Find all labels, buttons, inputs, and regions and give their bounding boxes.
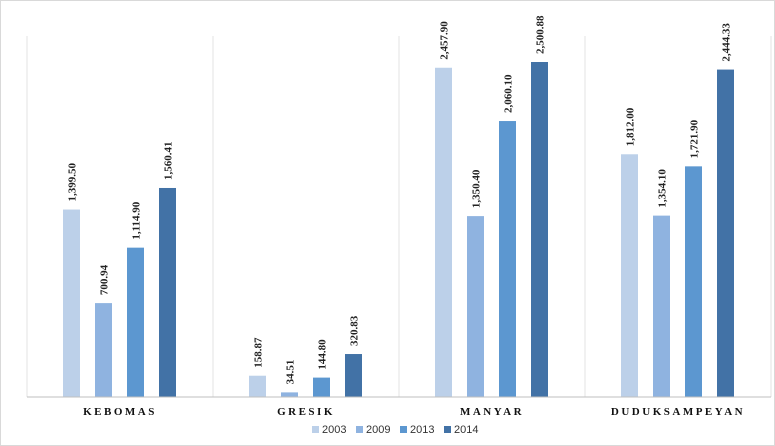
bar-duduksampeyan-2003 [621,154,638,397]
data-label: 700.94 [99,264,111,295]
bar-kebomas-2013 [127,247,144,397]
data-label: 320.83 [349,315,361,346]
category-label: GRESIK [277,406,335,418]
data-label: 2,444.33 [721,23,733,62]
data-label: 2,457.90 [439,21,451,60]
legend-label-2003: 2003 [322,424,346,436]
legend-swatch-2009 [356,426,363,433]
bar-manyar-2003 [435,67,452,397]
bar-kebomas-2003 [63,209,80,397]
data-label: 1,812.00 [625,107,637,146]
data-label: 158.87 [253,337,265,368]
category-label: DUDUKSAMPEYAN [611,406,745,418]
data-label: 1,560.41 [163,141,175,180]
legend-swatch-2014 [444,426,451,433]
bar-manyar-2009 [467,216,484,397]
data-label: 2,060.10 [503,74,515,113]
bar-manyar-2013 [499,121,516,398]
bar-kebomas-2014 [159,187,176,397]
data-label: 2,500.88 [535,15,547,54]
bar-duduksampeyan-2014 [717,69,734,397]
data-label: 1,114.90 [131,201,143,239]
bar-duduksampeyan-2009 [653,215,670,397]
category-label: KEBOMAS [83,406,157,418]
data-label: 34.51 [285,360,297,385]
legend-swatch-2003 [312,426,319,433]
bar-gresik-2014 [345,354,362,397]
legend-label-2013: 2013 [410,424,434,436]
bar-gresik-2013 [313,377,330,397]
bar-duduksampeyan-2013 [685,166,702,397]
bar-gresik-2003 [249,375,266,397]
data-label: 144.80 [317,339,329,370]
legend-swatch-2013 [400,426,407,433]
legend-label-2009: 2009 [366,424,390,436]
data-label: 1,350.40 [471,169,483,208]
bar-gresik-2009 [281,392,298,397]
bar-kebomas-2009 [95,303,112,397]
bar-manyar-2014 [531,62,548,397]
legend-label-2014: 2014 [454,424,478,436]
data-label: 1,721.90 [689,119,701,158]
data-label: 1,354.10 [657,169,669,208]
category-label: MANYAR [460,406,524,418]
data-label: 1,399.50 [67,163,79,202]
